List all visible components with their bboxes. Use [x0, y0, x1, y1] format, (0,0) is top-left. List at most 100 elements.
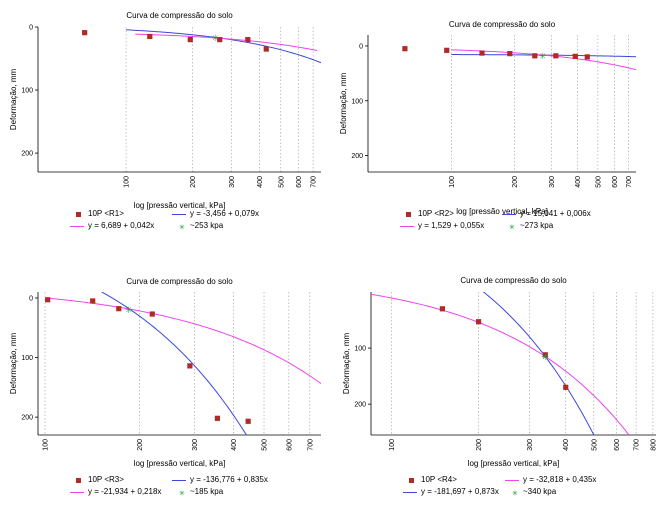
legend-entry: 10P <R1> — [88, 209, 124, 218]
y-axis-label: Deformação, mm — [9, 68, 18, 130]
data-point — [116, 306, 122, 312]
chart-title: Curva de compressão do solo — [449, 20, 556, 29]
y-tick-label: 100 — [354, 346, 366, 353]
x-tick-label: 700 — [634, 439, 641, 451]
x-tick-label: 800 — [650, 439, 657, 451]
y-tick-label: 0 — [29, 295, 33, 302]
pc-marker: ✳ — [542, 352, 550, 362]
x-tick-label: 500 — [278, 176, 285, 188]
data-point — [475, 319, 482, 325]
x-tick-label: 600 — [614, 439, 621, 451]
legend-entry: y = -136,776 + 0,835x — [190, 475, 268, 484]
x-tick-label: 400 — [563, 439, 570, 451]
x-axis-label: log [pressão vertical, kPa] — [456, 207, 548, 216]
x-tick-label: 600 — [296, 176, 303, 188]
data-point — [532, 53, 538, 59]
pc-marker: ✳ — [125, 305, 133, 315]
data-point — [507, 51, 513, 57]
data-point — [149, 311, 155, 317]
x-tick-label: 600 — [612, 176, 619, 188]
data-point — [542, 352, 548, 358]
x-tick-label: 400 — [231, 439, 238, 451]
y-tick-label: 200 — [354, 402, 366, 409]
data-point — [245, 37, 251, 43]
y-tick-label: 200 — [351, 153, 363, 160]
legend-entry: 10P <R4> — [421, 475, 457, 484]
data-point — [402, 46, 408, 52]
x-tick-label: 700 — [626, 176, 633, 188]
x-tick-label: 600 — [286, 439, 293, 451]
data-point — [82, 30, 88, 36]
legend-marker — [76, 478, 81, 483]
data-point — [187, 37, 193, 43]
x-tick-label: 300 — [527, 439, 534, 451]
data-point — [90, 298, 96, 304]
chart-4: Curva de compressão do solo 100 200 300 400 5… — [342, 276, 657, 498]
x-tick-label: 200 — [190, 176, 197, 188]
legend-entry: y = -32,818 + 0,435x — [523, 475, 596, 484]
data-point — [553, 53, 559, 59]
fit-line-2 — [482, 292, 595, 435]
chart-2: Curva de compressão do solo 100 200 300 400 5… — [339, 20, 636, 232]
legend-entry: y = -3,456 + 0,079x — [190, 209, 259, 218]
legend-marker — [409, 478, 414, 483]
data-point — [245, 418, 251, 424]
data-point — [147, 33, 153, 40]
x-tick-label: 300 — [549, 176, 556, 188]
legend-star: ✳ — [509, 224, 515, 232]
x-tick-label: 700 — [311, 176, 318, 188]
legend-entry: ~253 kpa — [190, 221, 224, 230]
chart-title: Curva de compressão do solo — [126, 277, 233, 286]
fit-line-1 — [100, 292, 247, 435]
data-point — [45, 297, 51, 303]
legend-entry: y = 15,041 + 0,006x — [520, 209, 591, 218]
fit-line-1 — [371, 293, 630, 435]
x-tick-label: 100 — [389, 439, 396, 451]
data-point — [263, 46, 269, 52]
y-axis-label: Deformação, mm — [9, 332, 18, 394]
legend-entry: 10P <R2> — [418, 209, 454, 218]
y-tick-label: 0 — [359, 43, 363, 50]
legend-star: ✳ — [179, 490, 185, 498]
data-point — [572, 53, 578, 59]
x-tick-label: 200 — [512, 176, 519, 188]
legend-entry: y = -181,697 + 0,873x — [421, 487, 499, 496]
legend-entry: ~340 kpa — [523, 487, 557, 496]
y-tick-label: 200 — [21, 151, 33, 158]
data-point — [187, 363, 193, 369]
y-tick-label: 0 — [29, 25, 33, 32]
x-tick-label: 300 — [229, 176, 236, 188]
legend-star: ✳ — [512, 490, 518, 498]
y-tick-label: 100 — [351, 98, 363, 105]
x-tick-label: 500 — [591, 439, 598, 451]
data-point — [479, 50, 485, 56]
legend-entry: ~273 kpa — [520, 221, 554, 230]
chart-1: Curva de compressão do solo 100 200 300 400 5… — [9, 11, 321, 232]
x-tick-label: 100 — [449, 176, 456, 188]
legend-entry: 10P <R3> — [88, 475, 124, 484]
x-axis-label: log [pressão vertical, kPa] — [134, 459, 226, 468]
x-tick-label: 400 — [257, 176, 264, 188]
x-tick-label: 100 — [42, 439, 49, 451]
legend-marker — [406, 212, 411, 217]
data-point — [563, 384, 569, 390]
x-axis-label: log [pressão vertical, kPa] — [468, 459, 560, 468]
x-tick-label: 700 — [307, 439, 314, 451]
y-tick-label: 100 — [21, 355, 33, 362]
y-tick-label: 100 — [21, 88, 33, 95]
data-point — [584, 54, 590, 60]
chart-title: Curva de compressão do solo — [460, 276, 567, 285]
fit-line-2 — [44, 297, 321, 385]
y-axis-label: Deformação, mm — [342, 332, 351, 394]
pc-marker: ✳ — [539, 51, 547, 61]
x-tick-label: 200 — [476, 439, 483, 451]
pc-marker: ✳ — [212, 33, 220, 43]
legend-entry: ~185 kpa — [190, 487, 224, 496]
chart-3: Curva de compressão do solo 100 200 300 400 5… — [9, 277, 321, 498]
legend-entry: y = 6,689 + 0,042x — [88, 221, 154, 230]
data-point — [217, 37, 223, 43]
x-tick-label: 500 — [595, 176, 602, 188]
x-tick-label: 300 — [192, 439, 199, 451]
legend-entry: y = -21,934 + 0,218x — [88, 487, 161, 496]
